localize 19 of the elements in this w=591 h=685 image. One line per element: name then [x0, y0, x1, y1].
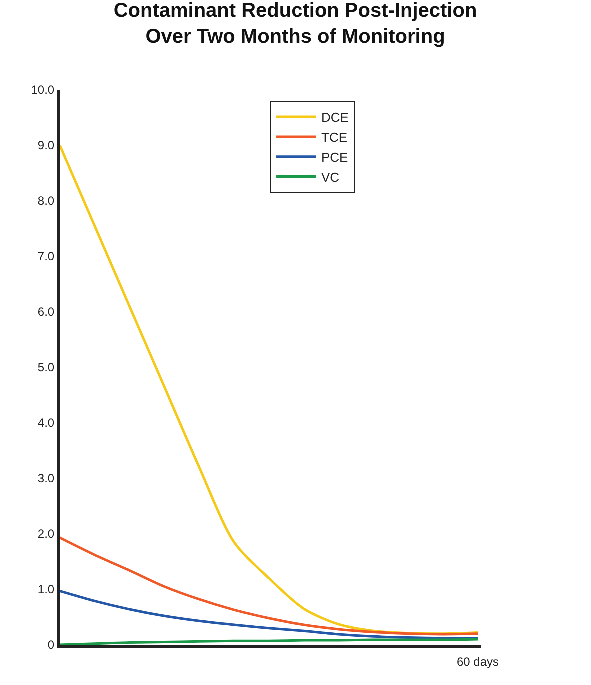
y-tick-label: 6.0 — [38, 305, 55, 320]
text: 60 days — [457, 655, 500, 669]
legend-label: PCE — [322, 150, 349, 165]
y-tick-label: 8.0 — [38, 194, 55, 208]
y-tick-label: 0 — [48, 638, 55, 652]
legend-label: DCE — [322, 110, 350, 126]
y-tick-label: 10.0 — [31, 83, 55, 98]
line-series — [60, 536, 480, 636]
line-series — [60, 590, 480, 640]
y-tick-label: 4.0 — [38, 416, 55, 430]
legend-label: TCE — [322, 130, 348, 146]
y-tick-label: 3.0 — [38, 472, 55, 486]
chart-title: Contaminant Reduction Post-Injection Over Two Months of Monitoring — [114, 0, 478, 48]
y-tick-label: 7.0 — [38, 250, 55, 264]
legend-label: VC — [322, 170, 340, 185]
y-tick-label: 2.0 — [38, 527, 55, 542]
y-tick-label: 5.0 — [38, 360, 55, 375]
y-tick-label: 9.0 — [38, 138, 55, 153]
y-tick-label: 1.0 — [38, 582, 55, 597]
